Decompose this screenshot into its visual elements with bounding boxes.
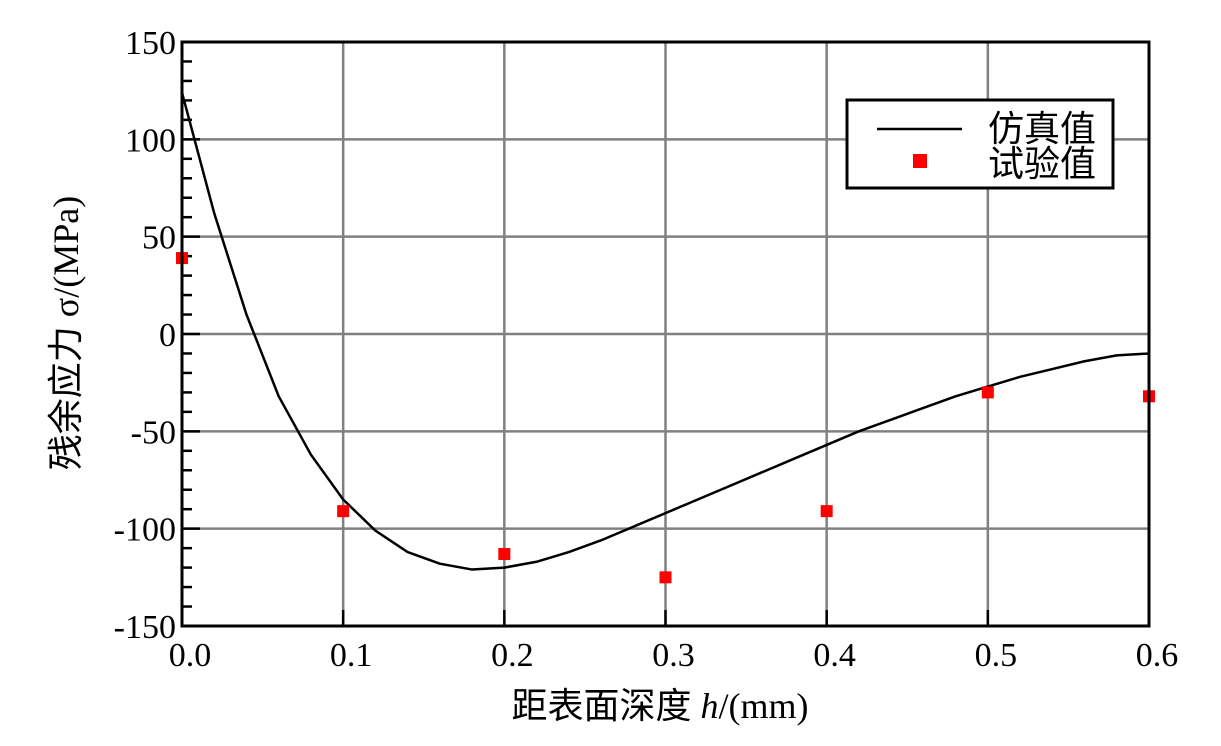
x-tick-label-0: 0.0 (169, 637, 212, 674)
y-tick-label-1: 100 (125, 122, 176, 159)
legend-box (845, 98, 1115, 190)
legend-marker-swatch (913, 154, 927, 168)
x-tick-label-2: 0.2 (491, 637, 534, 674)
x-tick-label-5: 0.5 (975, 637, 1018, 674)
x-tick-label-1: 0.1 (330, 637, 373, 674)
x-tick-labels: 0.0 0.1 0.2 0.3 0.4 0.5 0.6 (169, 637, 1179, 674)
x-tick-label-4: 0.4 (813, 637, 856, 674)
experiment-point-2 (498, 547, 511, 560)
y-tick-label-5: -100 (114, 512, 176, 549)
x-axis-title-var: h (701, 686, 719, 726)
experiment-point-3 (659, 571, 672, 584)
y-tick-label-2: 50 (142, 220, 176, 257)
y-tick-label-3: 0 (159, 317, 176, 354)
experiment-point-5 (981, 386, 994, 399)
experiment-point-4 (820, 505, 833, 518)
x-axis-title-unit: /(mm) (719, 686, 809, 726)
x-tick-label-3: 0.3 (652, 637, 695, 674)
y-tick-label-6: -150 (114, 609, 176, 646)
y-axis-title: 残余应力 σ/(MPa) (46, 196, 86, 470)
plot-frame (180, 40, 1151, 628)
x-axis-title: 距表面深度 h/(mm) (512, 686, 809, 726)
x-axis-title-prefix: 距表面深度 (512, 686, 701, 726)
minor-ticks (180, 60, 1151, 626)
y-tick-label-4: -50 (131, 414, 176, 451)
legend-label-experiment: 试验值 (988, 144, 1096, 184)
x-tick-label-6: 0.6 (1136, 637, 1179, 674)
legend: 仿真值 试验值 (845, 98, 1115, 190)
y-tick-labels: 150 100 50 0 -50 -100 -150 (114, 25, 176, 646)
experiment-point-1 (337, 505, 350, 518)
y-tick-label-0: 150 (125, 25, 176, 62)
legend-label-simulation: 仿真值 (988, 109, 1096, 149)
